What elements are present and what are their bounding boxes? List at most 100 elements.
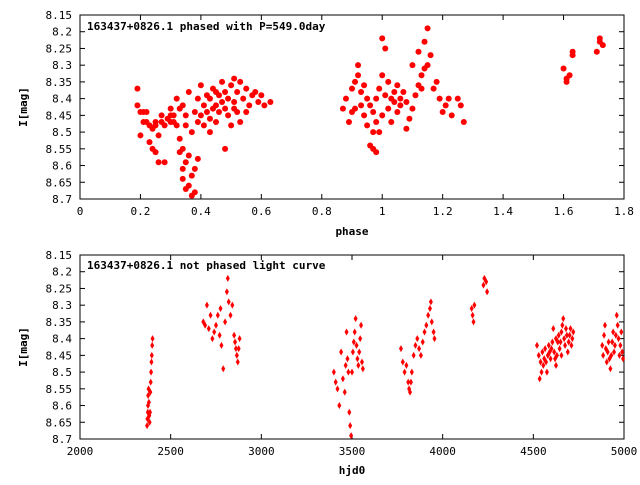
data-point (394, 109, 401, 116)
x-tick-label: 1.2 (433, 205, 453, 218)
data-point (608, 365, 613, 373)
y-tick-label: 8.6 (52, 400, 72, 413)
data-point (376, 85, 383, 92)
y-tick-label: 8.15 (46, 249, 73, 262)
data-point (565, 348, 570, 356)
data-point (228, 122, 235, 129)
x-tick-label: 1.8 (614, 205, 634, 218)
data-point (197, 82, 204, 89)
data-point (606, 338, 611, 346)
data-point (558, 338, 563, 346)
axis-ticks (79, 254, 625, 440)
data-point (388, 119, 395, 126)
data-point (206, 115, 213, 122)
data-point (261, 102, 268, 109)
data-points (134, 25, 606, 199)
data-point (235, 358, 240, 366)
data-point (415, 335, 420, 343)
data-point (409, 62, 416, 69)
data-point (214, 321, 218, 329)
data-point (225, 112, 232, 119)
data-point (469, 305, 474, 313)
data-point (554, 361, 558, 369)
data-point (179, 165, 186, 172)
data-point (596, 35, 603, 42)
data-point (560, 65, 567, 72)
data-point (373, 119, 380, 126)
data-points (145, 274, 626, 440)
data-point (537, 375, 542, 383)
x-tick-label: 1 (379, 205, 386, 218)
data-point (345, 355, 350, 363)
data-point (343, 361, 348, 369)
data-point (349, 432, 354, 440)
data-point (559, 351, 564, 359)
data-point (233, 338, 238, 346)
data-point (216, 109, 223, 116)
data-point (219, 341, 224, 349)
data-point (161, 122, 168, 129)
data-point (445, 95, 452, 102)
data-point (243, 109, 250, 116)
data-point (428, 298, 433, 306)
data-point (350, 368, 354, 376)
data-point (226, 298, 231, 306)
x-tick-label: 1.4 (493, 205, 513, 218)
y-tick-label: 8.7 (52, 433, 72, 446)
data-point (191, 165, 198, 172)
data-point (548, 355, 553, 363)
data-point (397, 95, 404, 102)
data-point (364, 122, 371, 129)
data-point (339, 348, 344, 356)
data-point (146, 392, 151, 400)
data-point (373, 149, 380, 156)
y-tick-label: 8.35 (46, 316, 73, 329)
data-point (569, 48, 576, 55)
y-tick-label: 8.55 (46, 383, 73, 396)
data-point (552, 348, 557, 356)
y-tick-label: 8.6 (52, 160, 72, 173)
data-point (206, 129, 213, 136)
data-point (421, 38, 428, 45)
data-point (391, 88, 398, 95)
data-point (353, 315, 358, 323)
data-point (367, 102, 374, 109)
data-point (612, 341, 617, 349)
data-point (621, 355, 626, 363)
y-tick-label: 8.3 (52, 59, 72, 72)
data-point (204, 301, 209, 309)
data-point (224, 288, 229, 296)
data-point (373, 95, 380, 102)
data-point (557, 345, 562, 353)
data-point (246, 102, 253, 109)
data-point (155, 159, 162, 166)
data-point (424, 62, 431, 69)
y-tick-label: 8.5 (52, 366, 72, 379)
data-point (417, 345, 422, 353)
data-point (339, 105, 346, 112)
y-tick-label: 8.4 (52, 93, 72, 106)
data-point (230, 301, 235, 309)
data-point (232, 331, 237, 339)
data-point (570, 335, 575, 343)
data-point (436, 95, 443, 102)
data-point (379, 35, 386, 42)
data-point (149, 368, 154, 376)
data-point (472, 301, 477, 309)
data-point (418, 85, 425, 92)
data-point (152, 122, 159, 129)
data-point (614, 311, 619, 319)
data-point (210, 335, 215, 343)
data-point (442, 102, 449, 109)
data-point (538, 358, 543, 366)
data-point (617, 351, 622, 359)
data-point (540, 348, 545, 356)
data-point (179, 175, 186, 182)
data-point (357, 348, 362, 356)
data-point (394, 82, 401, 89)
data-point (219, 98, 226, 105)
data-point (411, 351, 416, 359)
y-tick-label: 8.65 (46, 416, 73, 429)
data-point (203, 321, 208, 329)
data-point (194, 119, 201, 126)
